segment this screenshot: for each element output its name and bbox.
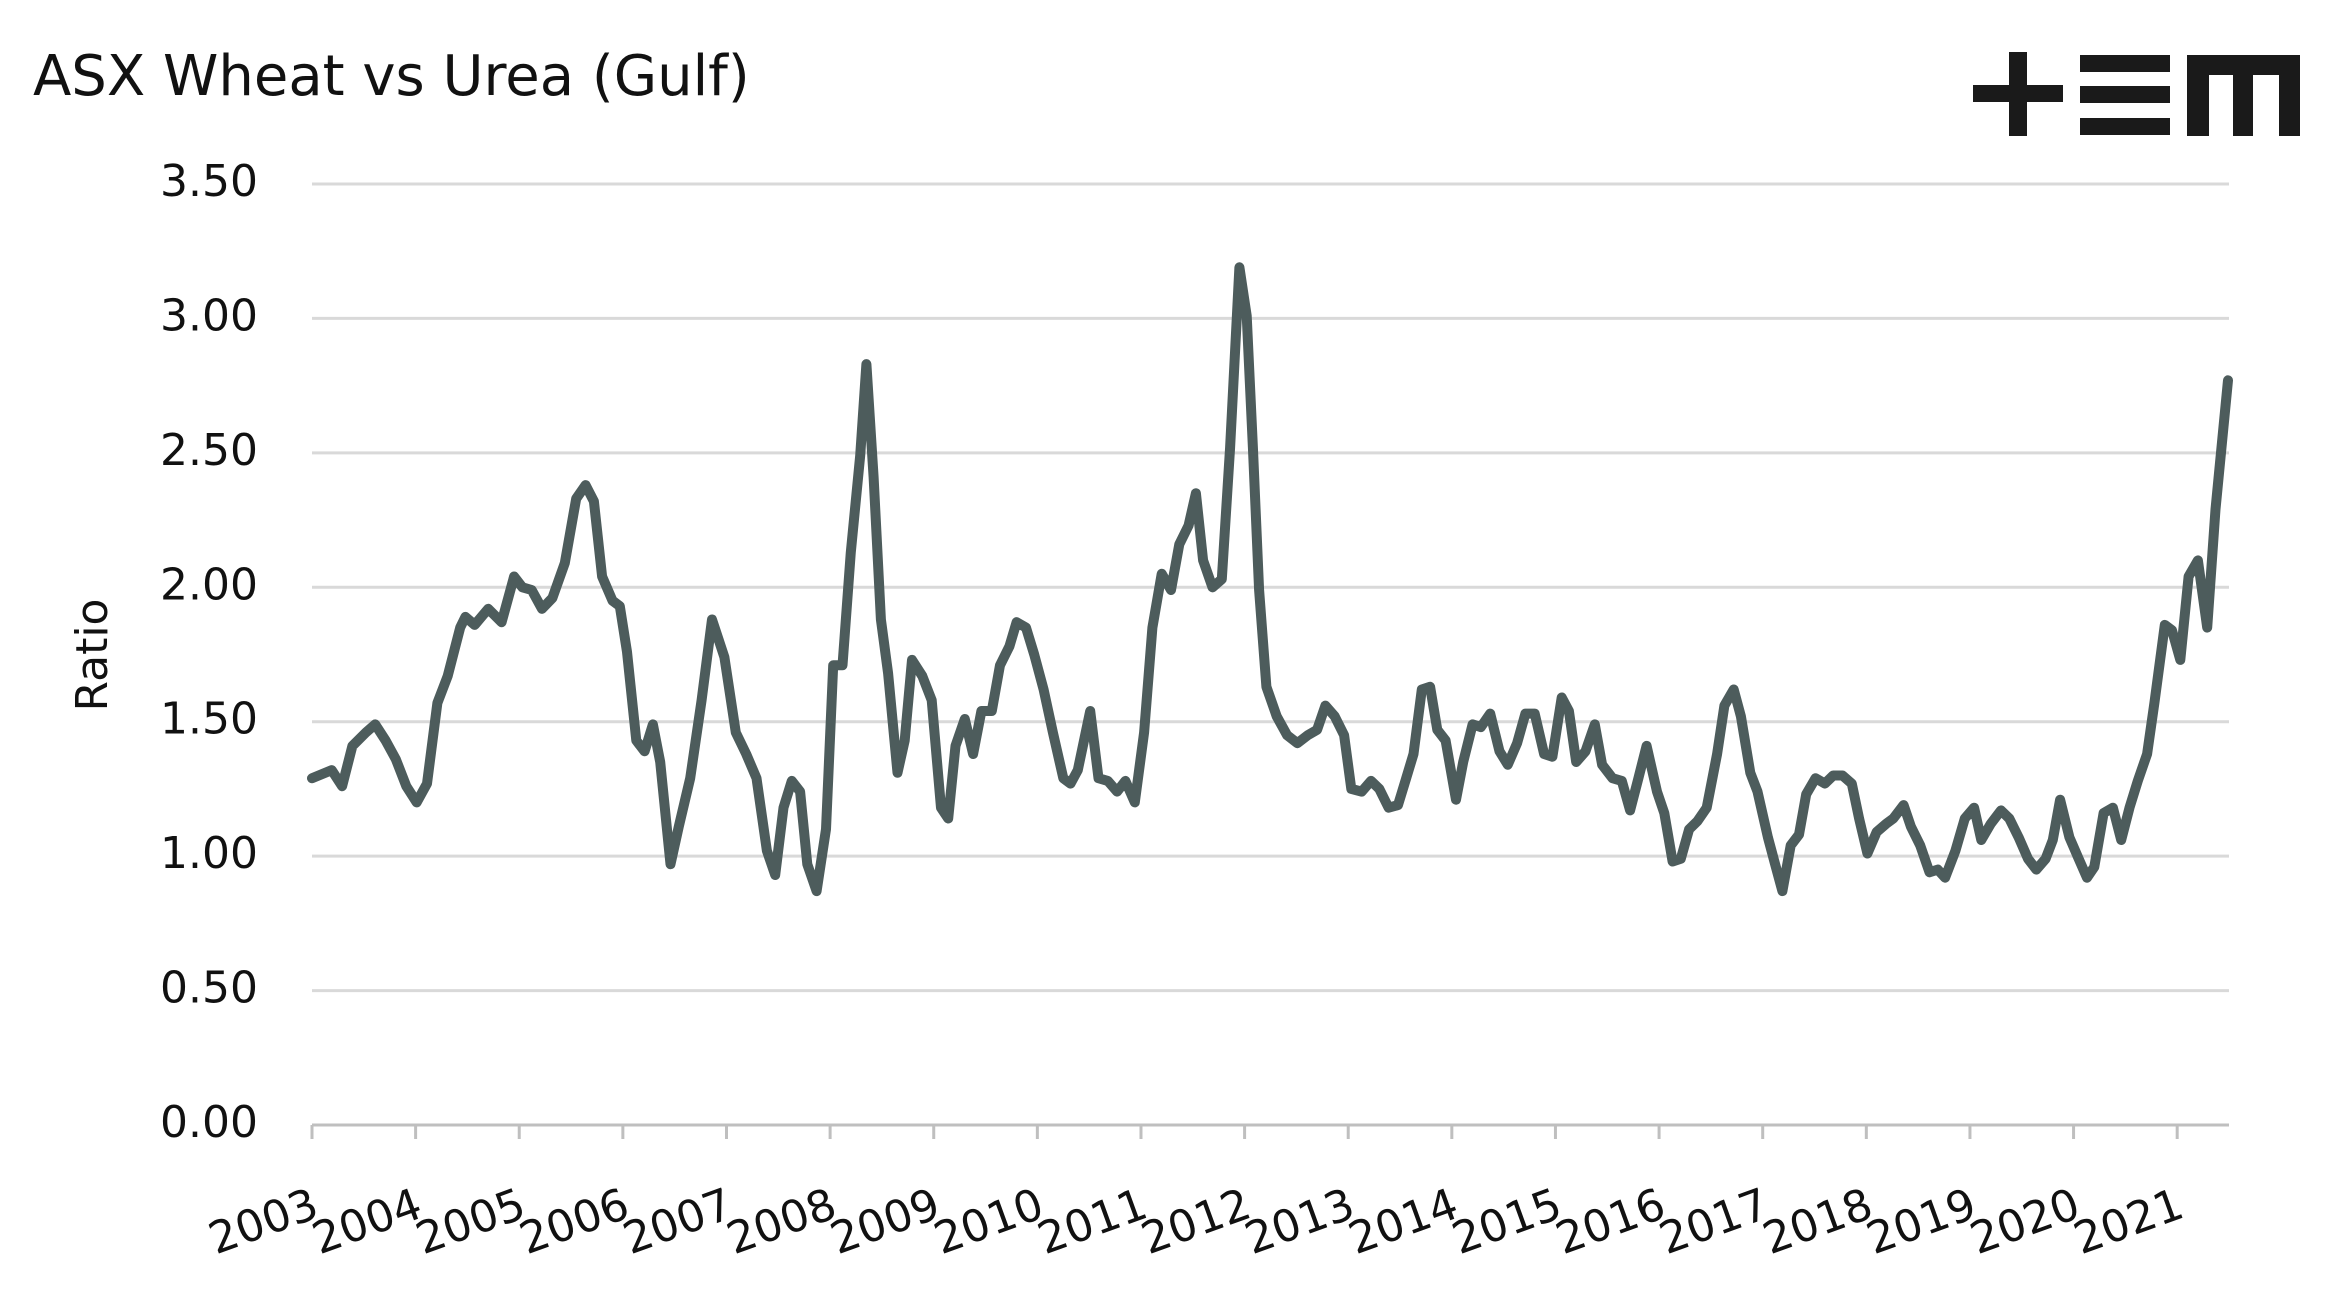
y-tick-label: 3.00 — [160, 290, 258, 341]
y-tick-label: 2.50 — [160, 425, 258, 476]
data-line — [307, 262, 2233, 897]
logo-part — [2233, 55, 2253, 136]
logo-part — [2187, 55, 2209, 136]
logo-part — [2009, 52, 2027, 136]
y-axis-label: Ratio — [67, 599, 118, 712]
chart-title: ASX Wheat vs Urea (Gulf) — [33, 44, 750, 109]
y-tick-label: 0.00 — [160, 1097, 258, 1148]
y-tick-label: 3.50 — [160, 156, 258, 207]
y-tick-label: 0.50 — [160, 963, 258, 1014]
logo-part — [2080, 55, 2170, 72]
y-tick-label: 2.00 — [160, 559, 258, 610]
logo-part — [2080, 118, 2170, 135]
y-tick-label: 1.50 — [160, 694, 258, 745]
logo-part — [2279, 55, 2300, 136]
logo — [1973, 52, 2300, 136]
y-tick-label: 1.00 — [160, 828, 258, 879]
logo-part — [2080, 86, 2170, 103]
